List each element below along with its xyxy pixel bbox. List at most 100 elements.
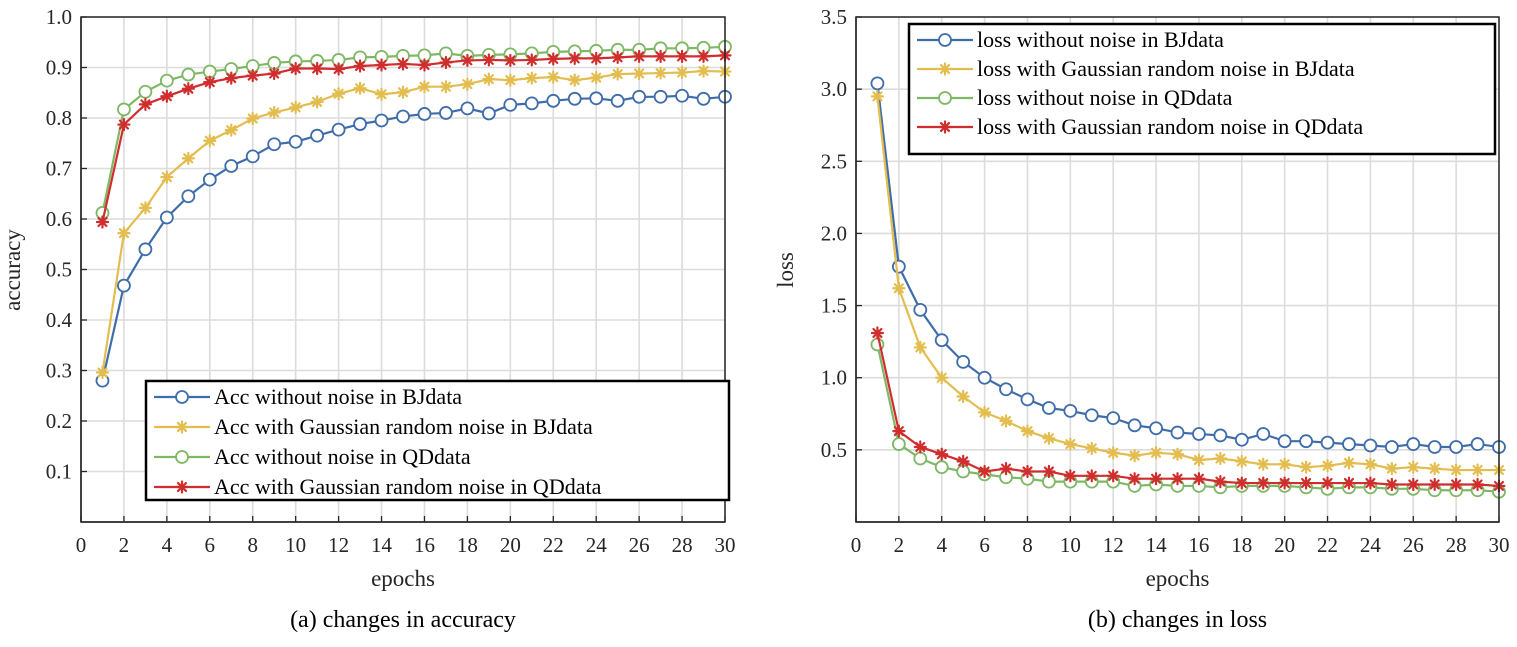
data-point (202, 172, 217, 187)
data-point (374, 58, 389, 72)
data-point (1042, 401, 1056, 415)
data-point (1235, 454, 1249, 468)
data-point (481, 106, 496, 121)
data-point (310, 61, 324, 76)
legend-item: Acc with Gaussian random noise in QDdata (154, 474, 602, 499)
data-point (1084, 408, 1099, 423)
data-point (653, 89, 668, 104)
x-axis-label: epochs (1146, 566, 1210, 591)
data-point (1085, 469, 1099, 483)
data-point (289, 61, 303, 76)
data-point (175, 420, 189, 434)
data-point (246, 111, 260, 126)
data-point (267, 105, 281, 120)
data-point (175, 390, 189, 404)
legend-box (907, 22, 1497, 156)
data-point (567, 91, 582, 106)
data-point (1277, 434, 1292, 449)
y-tick-label: 0.8 (46, 106, 72, 130)
data-point (1192, 472, 1206, 486)
data-point (117, 278, 131, 293)
data-point (138, 97, 152, 111)
y-tick-label: 3.5 (821, 5, 847, 29)
x-tick-label: 8 (247, 533, 258, 557)
x-tick-label: 8 (1022, 533, 1033, 557)
data-point (524, 96, 539, 111)
data-point (503, 97, 518, 112)
data-point (870, 89, 885, 103)
data-point (332, 62, 346, 76)
data-point (117, 226, 131, 240)
data-point (138, 84, 153, 99)
legend-label: loss with Gaussian random noise in QDdat… (977, 114, 1363, 139)
x-tick-label: 30 (1489, 533, 1510, 557)
x-tick-label: 22 (1317, 533, 1338, 557)
data-point (1320, 459, 1335, 473)
series-1 (870, 76, 1506, 454)
data-point (1128, 472, 1142, 486)
data-point (160, 170, 174, 184)
data-point (696, 91, 711, 106)
data-point (353, 59, 367, 73)
data-point (246, 68, 260, 83)
data-point (1213, 428, 1228, 443)
legend-item: Acc with Gaussian random noise in BJdata (154, 414, 593, 439)
data-point (1127, 418, 1142, 433)
data-point (353, 117, 367, 131)
legend-label: loss with Gaussian random noise in BJdat… (977, 56, 1355, 81)
data-point (1063, 437, 1077, 451)
x-tick-label: 12 (1103, 533, 1124, 557)
data-point (1192, 427, 1206, 441)
x-tick-label: 30 (715, 533, 736, 557)
x-tick-label: 26 (629, 533, 650, 557)
data-point (460, 101, 475, 116)
x-tick-label: 0 (851, 533, 862, 557)
data-point (870, 326, 885, 340)
series-4 (870, 326, 1506, 493)
data-point (696, 49, 711, 63)
data-point (175, 450, 189, 464)
data-point (1363, 476, 1378, 490)
y-tick-label: 0.5 (46, 258, 72, 282)
data-point (610, 93, 625, 108)
chart-caption: (b) changes in loss (1088, 607, 1267, 633)
data-point (913, 302, 928, 317)
data-point (374, 113, 389, 128)
x-tick-label: 2 (119, 533, 130, 557)
series-line (101, 45, 726, 214)
data-point (417, 58, 432, 72)
data-point (159, 210, 174, 225)
data-point (1427, 440, 1442, 454)
x-tick-label: 18 (457, 533, 478, 557)
data-point (245, 149, 260, 164)
legend-item: loss with Gaussian random noise in QDdat… (917, 114, 1363, 139)
data-point (267, 66, 281, 81)
data-point (181, 151, 195, 165)
y-axis-label: accuracy (0, 229, 25, 311)
data-point (224, 123, 238, 137)
data-point (589, 91, 604, 106)
data-point (653, 66, 668, 80)
y-tick-label: 0.5 (821, 438, 847, 462)
data-point (1320, 435, 1335, 450)
data-point (1385, 477, 1399, 492)
data-point (999, 414, 1013, 428)
data-point (938, 33, 952, 47)
data-point (1342, 437, 1356, 451)
y-tick-label: 0.4 (46, 308, 73, 332)
series-2 (95, 64, 732, 380)
data-point (267, 137, 282, 152)
data-point (417, 80, 432, 94)
data-point (1278, 457, 1292, 471)
data-point (632, 66, 646, 81)
data-point (439, 80, 453, 94)
data-point (353, 81, 367, 95)
data-point (1192, 453, 1206, 467)
data-point (160, 89, 174, 103)
x-tick-label: 24 (1360, 533, 1382, 557)
y-tick-label: 3.0 (821, 77, 847, 101)
x-tick-label: 4 (162, 533, 173, 557)
x-tick-label: 28 (672, 533, 693, 557)
data-point (632, 89, 647, 104)
y-tick-label: 1.0 (46, 5, 72, 29)
